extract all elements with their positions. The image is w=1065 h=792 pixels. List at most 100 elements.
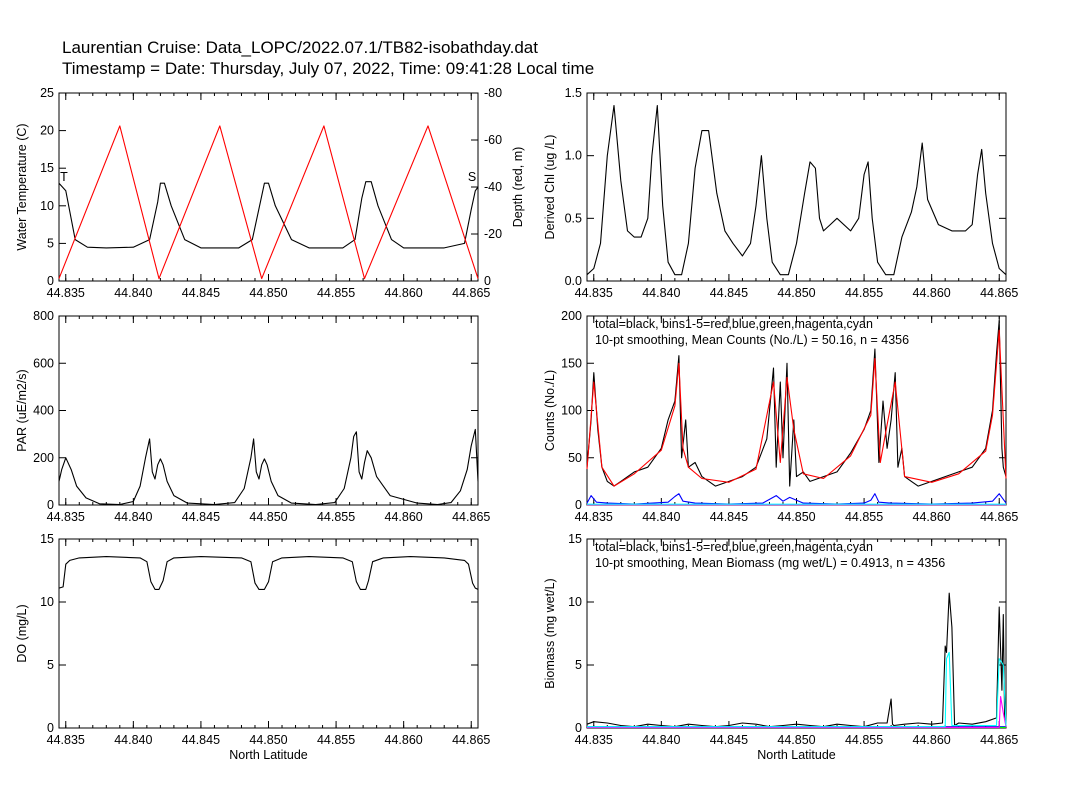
x-tick-label: 44.845 bbox=[710, 733, 748, 747]
series-line-do-black bbox=[58, 556, 479, 590]
y-axis-label: DO (mg/L) bbox=[15, 604, 29, 662]
y-axis-label: Biomass (mg wet/L) bbox=[543, 578, 557, 688]
x-tick-label: 44.845 bbox=[182, 286, 220, 300]
x-tick-label: 44.850 bbox=[777, 733, 815, 747]
x-tick-label: 44.835 bbox=[47, 510, 85, 524]
series-line-counts-total bbox=[586, 320, 1007, 487]
x-tick-label: 44.840 bbox=[114, 733, 152, 747]
y-tick-label: 15 bbox=[568, 532, 582, 546]
x-tick-label: 44.835 bbox=[575, 286, 613, 300]
x-tick-label: 44.865 bbox=[452, 733, 490, 747]
y-axis-label: Counts (No./L) bbox=[543, 370, 557, 451]
y-tick-label: 0.0 bbox=[565, 274, 582, 288]
y-tick-label: 600 bbox=[33, 356, 54, 370]
y-tick-label: 200 bbox=[33, 451, 54, 465]
y-tick-label: 10 bbox=[40, 595, 54, 609]
y-tick-label: 150 bbox=[561, 356, 582, 370]
y-tick-label: 0 bbox=[575, 498, 582, 512]
legend-text-2: 10-pt smoothing, Mean Biomass (mg wet/L)… bbox=[595, 556, 945, 570]
legend-text-1: total=black, bins1-5=red,blue,green,mage… bbox=[595, 317, 873, 331]
legend-text-2: 10-pt smoothing, Mean Counts (No./L) = 5… bbox=[595, 333, 909, 347]
y2-tick-label: 0 bbox=[484, 274, 491, 288]
x-tick-label: 44.835 bbox=[575, 733, 613, 747]
x-tick-label: 44.835 bbox=[575, 510, 613, 524]
x-tick-label: 44.855 bbox=[845, 510, 883, 524]
series-line-counts-bin1 bbox=[586, 329, 1007, 487]
x-tick-label: 44.840 bbox=[642, 733, 680, 747]
y-tick-label: 800 bbox=[33, 309, 54, 323]
x-tick-label: 44.840 bbox=[642, 510, 680, 524]
series-line-biomass-bin5 bbox=[587, 651, 1007, 728]
x-tick-label: 44.860 bbox=[385, 733, 423, 747]
x-tick-label: 44.850 bbox=[249, 510, 287, 524]
y2-tick-label: -20 bbox=[484, 227, 502, 241]
y-tick-label: 1.5 bbox=[565, 86, 582, 100]
series-line-chl-black bbox=[586, 104, 1007, 276]
y-tick-label: 0 bbox=[47, 721, 54, 735]
series-line-biomass-bin4 bbox=[587, 695, 1007, 728]
y-tick-label: 1.0 bbox=[565, 149, 582, 163]
x-tick-label: 44.865 bbox=[980, 510, 1018, 524]
x-tick-label: 44.840 bbox=[114, 510, 152, 524]
x-tick-label: 44.860 bbox=[385, 286, 423, 300]
x-tick-label: 44.850 bbox=[777, 286, 815, 300]
y-tick-label: 15 bbox=[40, 532, 54, 546]
panel-counts bbox=[586, 315, 1007, 506]
x-tick-label: 44.850 bbox=[249, 733, 287, 747]
y-tick-label: 5 bbox=[47, 658, 54, 672]
x-tick-label: 44.865 bbox=[452, 286, 490, 300]
y-tick-label: 0 bbox=[47, 274, 54, 288]
y-tick-label: 5 bbox=[47, 236, 54, 250]
x-tick-label: 44.860 bbox=[913, 510, 951, 524]
x-tick-label: 44.855 bbox=[317, 510, 355, 524]
x-tick-label: 44.845 bbox=[710, 510, 748, 524]
y2-axis-label: Depth (red, m) bbox=[511, 147, 525, 228]
y-axis-label: Derived Chl (ug /L) bbox=[543, 135, 557, 240]
x-tick-label: 44.860 bbox=[385, 510, 423, 524]
series-line-temp_depth-red bbox=[58, 125, 479, 280]
x-tick-label: 44.840 bbox=[642, 286, 680, 300]
x-tick-label: 44.840 bbox=[114, 286, 152, 300]
plot-frame-par bbox=[58, 315, 479, 506]
y-tick-label: 25 bbox=[40, 86, 54, 100]
x-tick-label: 44.845 bbox=[182, 733, 220, 747]
chart-title-line2: Timestamp = Date: Thursday, July 07, 202… bbox=[62, 59, 595, 78]
annotation-S: S bbox=[468, 170, 476, 184]
x-tick-label: 44.845 bbox=[710, 286, 748, 300]
x-tick-label: 44.855 bbox=[317, 733, 355, 747]
y-tick-label: 50 bbox=[568, 451, 582, 465]
y-axis-label: Water Temperature (C) bbox=[15, 123, 29, 250]
plot-frame-temp_depth bbox=[58, 92, 479, 282]
plot-frame-do bbox=[58, 538, 479, 729]
y-tick-label: 0 bbox=[575, 721, 582, 735]
panel-do bbox=[58, 538, 479, 729]
x-tick-label: 44.865 bbox=[980, 733, 1018, 747]
y-tick-label: 20 bbox=[40, 124, 54, 138]
panel-chl bbox=[586, 92, 1007, 282]
legend-text-1: total=black, bins1-5=red,blue,green,mage… bbox=[595, 540, 873, 554]
x-axis-label: North Latitude bbox=[229, 748, 308, 762]
series-line-par-black bbox=[58, 428, 479, 506]
x-tick-label: 44.855 bbox=[317, 286, 355, 300]
x-tick-label: 44.835 bbox=[47, 286, 85, 300]
y-tick-label: 100 bbox=[561, 404, 582, 418]
y-axis-label: PAR (uE/m2/s) bbox=[15, 369, 29, 451]
series-line-biomass-total bbox=[586, 592, 1007, 728]
x-tick-label: 44.860 bbox=[913, 286, 951, 300]
x-axis-label: North Latitude bbox=[757, 748, 836, 762]
x-tick-label: 44.855 bbox=[845, 286, 883, 300]
annotation-T: T bbox=[60, 170, 68, 184]
panel-temp_depth bbox=[58, 92, 479, 282]
y2-tick-label: -60 bbox=[484, 133, 502, 147]
y-tick-label: 15 bbox=[40, 161, 54, 175]
y-tick-label: 10 bbox=[40, 199, 54, 213]
panel-par bbox=[58, 315, 479, 506]
panel-biomass bbox=[586, 538, 1007, 729]
y2-tick-label: -40 bbox=[484, 180, 502, 194]
y-tick-label: 5 bbox=[575, 658, 582, 672]
y-tick-label: 0.5 bbox=[565, 211, 582, 225]
y-tick-label: 0 bbox=[47, 498, 54, 512]
series-line-temp_depth-black bbox=[58, 181, 479, 249]
y-tick-label: 200 bbox=[561, 309, 582, 323]
